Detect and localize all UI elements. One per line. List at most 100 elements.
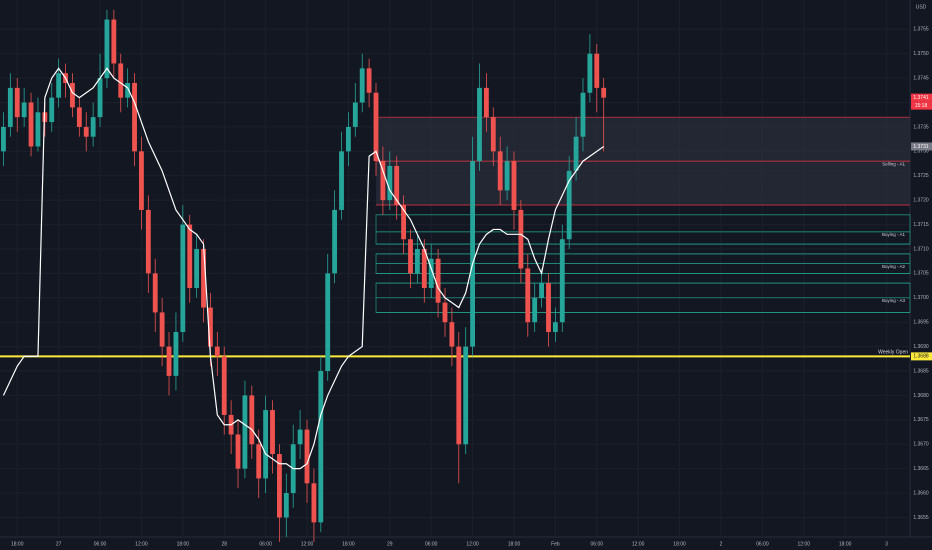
- x-tick-label: 18:00: [673, 541, 686, 547]
- candle-body: [297, 429, 303, 445]
- candle-body: [449, 322, 455, 347]
- candle-body: [180, 224, 186, 332]
- x-tick-label: 12:00: [632, 541, 645, 547]
- candle-body: [235, 434, 241, 469]
- candle-body: [166, 346, 172, 376]
- candle-body: [201, 248, 206, 308]
- currency: USD: [916, 4, 927, 10]
- countdown-tag: [911, 101, 932, 110]
- y-tick-label: 1.3685: [913, 368, 929, 374]
- y-tick-label: 1.3690: [913, 344, 929, 350]
- candle-body: [566, 170, 572, 240]
- y-tick-label: 1.3720: [913, 197, 929, 203]
- candle-body: [187, 224, 193, 289]
- candle-body: [118, 63, 124, 98]
- y-tick-label: 1.3725: [913, 173, 929, 179]
- zone-label: Buying - A1: [882, 232, 906, 237]
- candle-body: [387, 165, 393, 201]
- candle-body: [28, 102, 34, 147]
- x-tick-label: 12:00: [797, 541, 810, 547]
- candle-body: [263, 410, 269, 479]
- candle-body: [318, 371, 324, 523]
- x-tick-label: 06:00: [756, 541, 769, 547]
- candle-body: [408, 239, 413, 274]
- price-tag: [911, 93, 932, 102]
- x-tick-label: 06:00: [425, 541, 438, 547]
- zone-label: Buying - A3: [882, 298, 906, 303]
- candle-body: [332, 209, 338, 274]
- countdown-text: 15:18: [915, 103, 928, 109]
- candle-body: [173, 331, 179, 376]
- x-tick-label: 29: [387, 541, 393, 547]
- candle-body: [90, 117, 96, 137]
- candle-body: [139, 151, 144, 210]
- candle-body: [352, 102, 358, 127]
- candle-body: [580, 92, 586, 137]
- price-tag-text: 1.3741: [913, 95, 929, 101]
- x-tick-label: 18:00: [342, 541, 355, 547]
- candle-body: [145, 209, 151, 274]
- y-tick-label: 1.3750: [913, 51, 929, 57]
- candle-body: [414, 248, 420, 274]
- candle-body: [49, 97, 55, 123]
- candle-body: [249, 395, 255, 445]
- x-tick-label: 18:00: [11, 541, 24, 547]
- candle-body: [442, 302, 448, 323]
- candle-body: [532, 297, 538, 323]
- y-tick-label: 1.3755: [913, 27, 929, 33]
- candle-body: [70, 82, 75, 108]
- candle-body: [421, 248, 427, 289]
- zone-label: Buying - A2: [882, 264, 906, 269]
- candle-body: [366, 68, 372, 93]
- x-tick-label: 18:00: [508, 541, 521, 547]
- candle-body: [483, 87, 489, 118]
- x-tick-label: 06:00: [591, 541, 604, 547]
- y-tick-label: 1.3680: [913, 393, 929, 399]
- candle-body: [539, 283, 544, 298]
- y-tick-label: 1.3665: [913, 466, 929, 472]
- candle-body: [14, 87, 20, 118]
- candle-body: [359, 68, 365, 103]
- candle-body: [304, 429, 310, 484]
- candle-body: [601, 87, 607, 98]
- candle-body: [525, 268, 531, 323]
- candle-body: [490, 117, 496, 152]
- candle-body: [242, 395, 248, 469]
- x-tick-label: 06:00: [94, 541, 107, 547]
- candle-body: [159, 312, 165, 347]
- weekly-open-label: Weekly Open: [878, 350, 908, 356]
- candle-body: [428, 258, 434, 289]
- candle-body: [270, 410, 275, 455]
- x-tick-label: 12:00: [135, 541, 148, 547]
- candle-body: [311, 483, 317, 523]
- x-tick-label: 18:00: [177, 541, 190, 547]
- candle-body: [511, 161, 517, 210]
- candle-body: [21, 102, 27, 118]
- y-tick-label: 1.3705: [913, 271, 929, 277]
- candle-body: [325, 273, 331, 372]
- candle-body: [125, 82, 131, 98]
- candle-body: [435, 258, 441, 303]
- candle-body: [152, 273, 158, 313]
- candle-body: [463, 346, 469, 445]
- y-tick-label: 1.3670: [913, 442, 929, 448]
- x-tick-label: 12:00: [301, 541, 314, 547]
- candle-body: [7, 87, 13, 127]
- candle-body: [380, 161, 386, 201]
- y-tick-label: 1.3745: [913, 75, 929, 81]
- candle-body: [277, 454, 282, 518]
- candle-body: [214, 346, 220, 357]
- candle-body: [573, 136, 579, 171]
- weekly-open-tag: [911, 352, 932, 361]
- y-tick-label: 1.3715: [913, 222, 929, 228]
- x-tick-label: 3: [885, 541, 888, 547]
- candle-body: [477, 87, 482, 162]
- candle-body: [594, 53, 600, 88]
- x-tick-label: 27: [56, 541, 62, 547]
- candle-body: [587, 53, 593, 93]
- candle-body: [194, 248, 200, 289]
- candle-body: [208, 307, 213, 347]
- candle-body: [401, 205, 407, 240]
